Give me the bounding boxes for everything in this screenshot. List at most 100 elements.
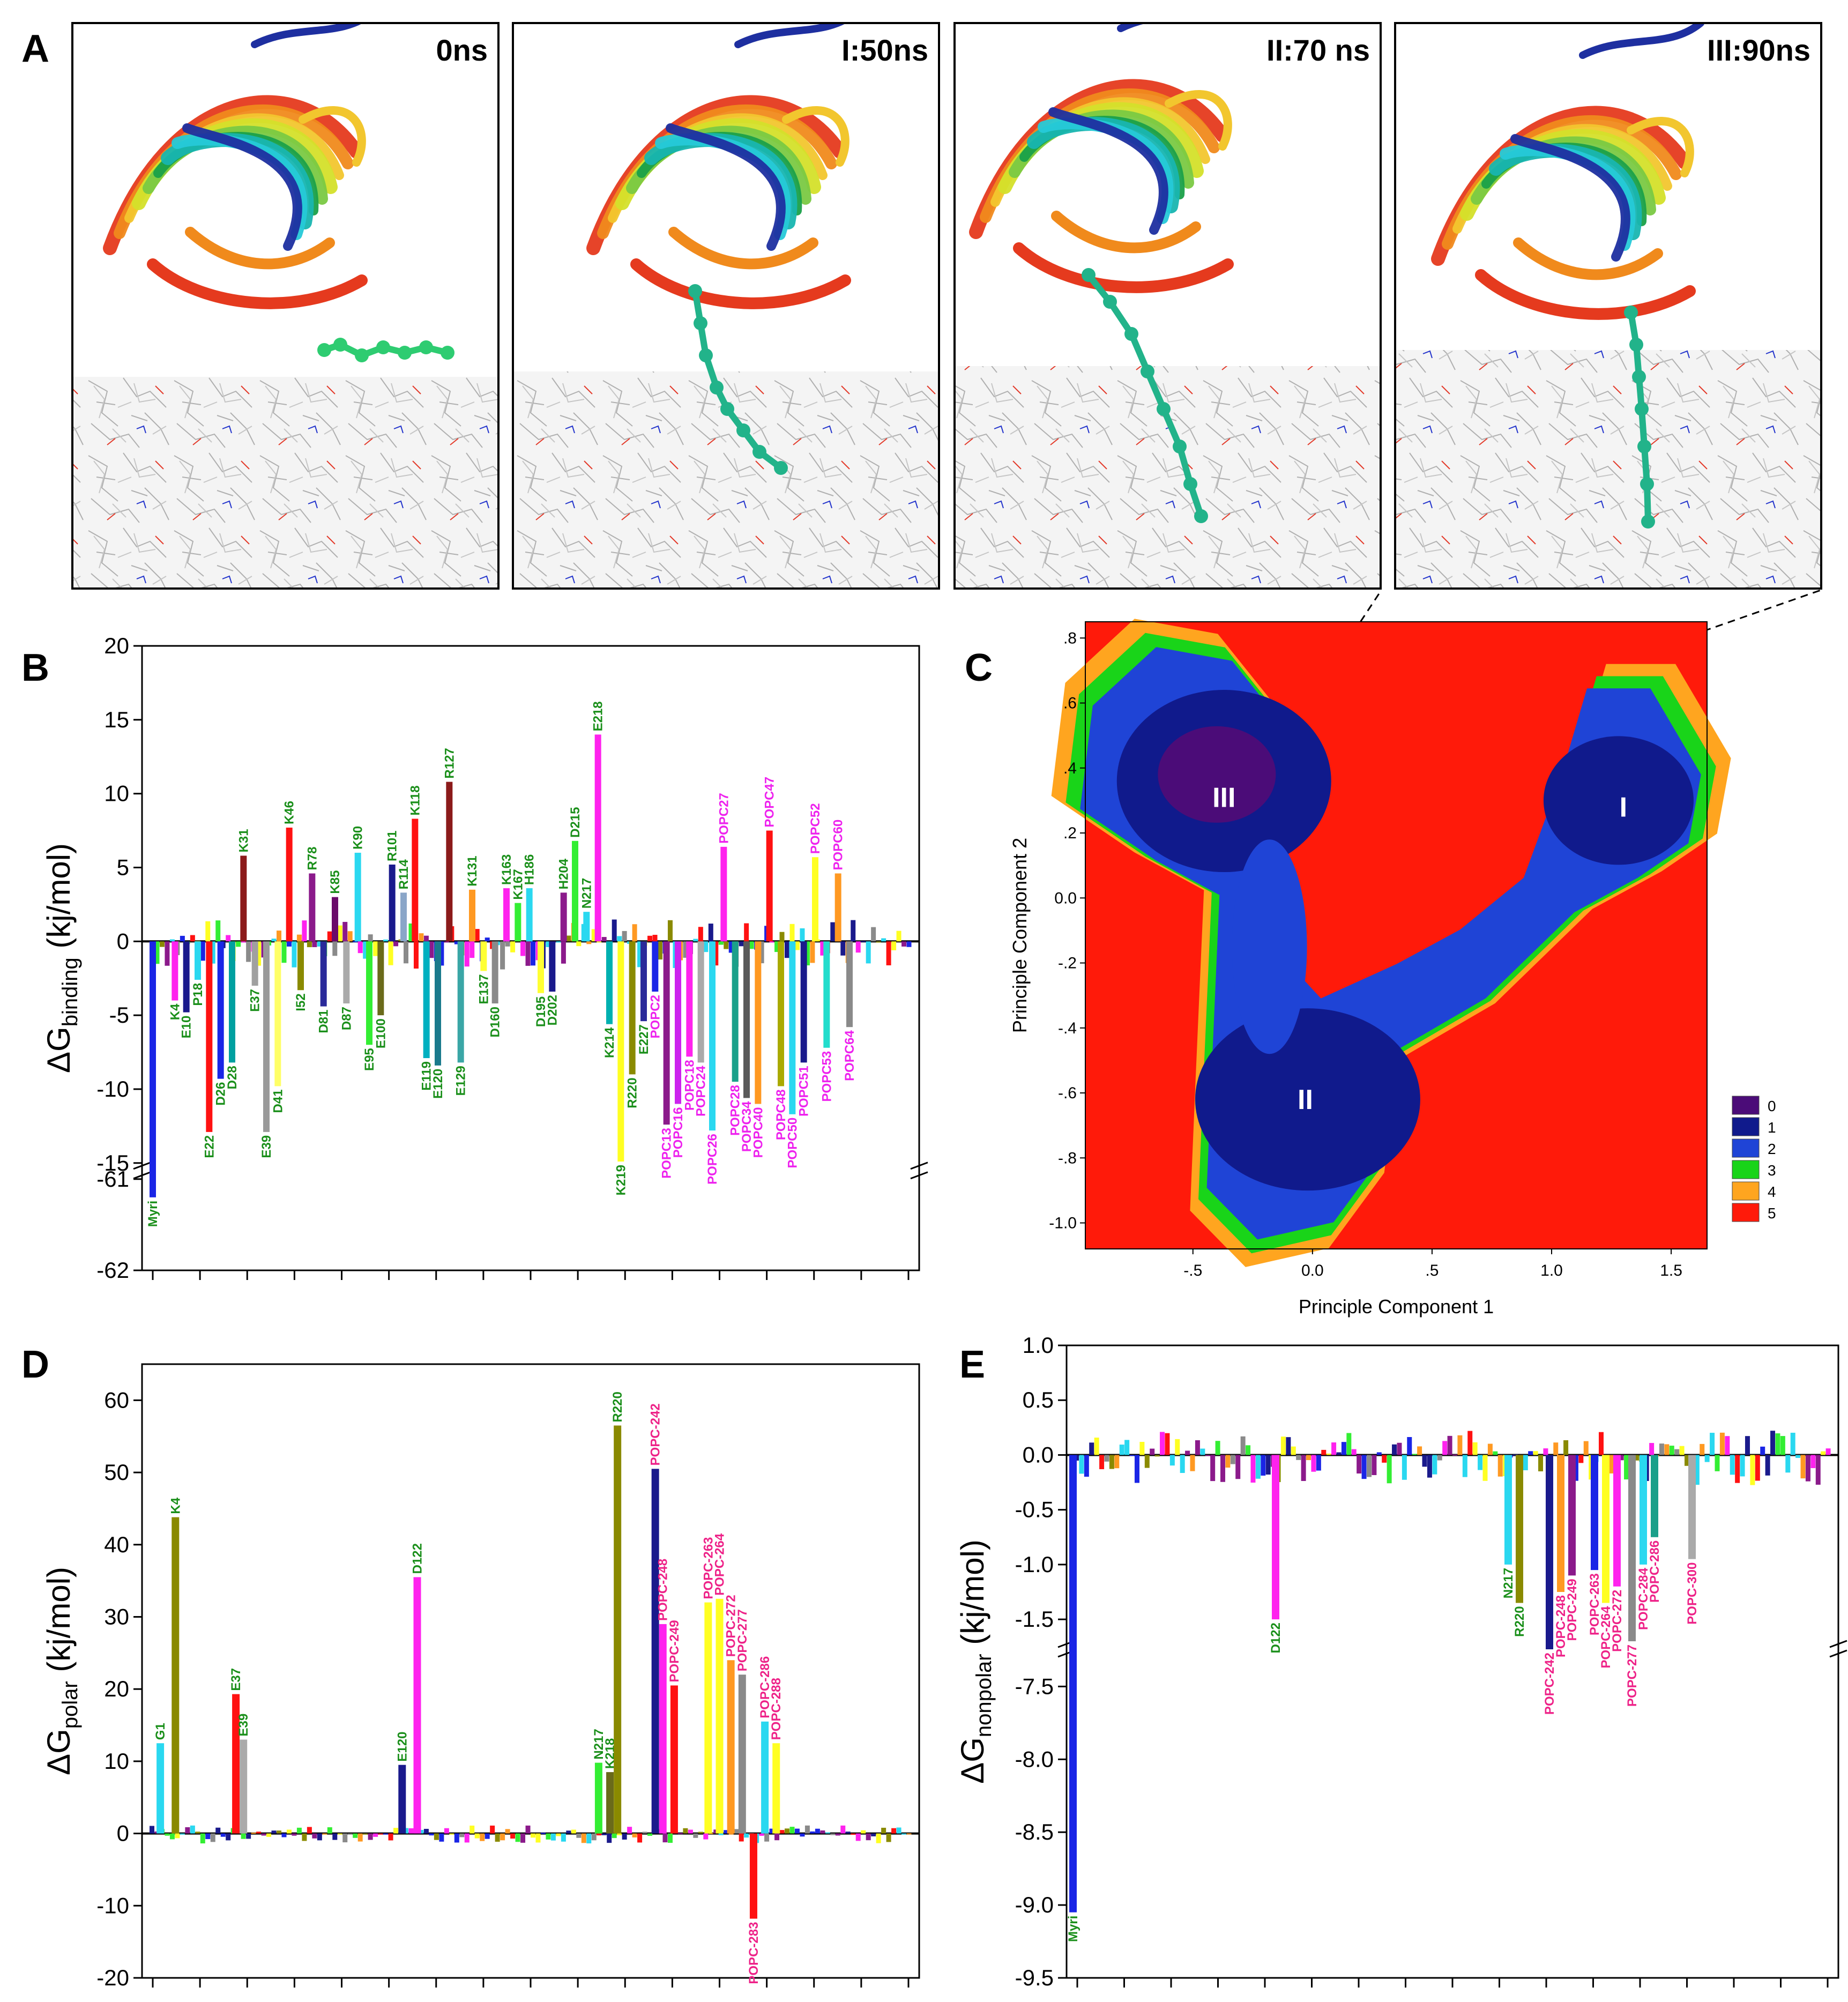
residue-minor-bar [794,1828,800,1834]
residue-minor-bar [825,1832,830,1834]
residue-minor-bar [393,1828,399,1834]
residue-minor-bar [617,936,622,942]
residue-minor-bar [591,1833,597,1841]
residue-minor-bar [876,941,881,943]
residue-bar [652,941,659,992]
snapshot-time-label: II:70 ns [1266,33,1370,67]
x-tick-label: 1.0 [1540,1262,1563,1279]
residue-minor-bar [1730,1455,1735,1475]
residue-bar [515,903,521,942]
residue-minor-bar [830,1833,836,1835]
residue-minor-bar [180,1833,185,1835]
residue-minor-bar [241,1833,246,1839]
residue-minor-bar [307,941,312,948]
residue-minor-bar [810,1831,815,1834]
panel-letter-a: A [21,27,49,70]
residue-bar [413,1577,421,1834]
residue-minor-bar [307,1827,312,1834]
residue-label: E120 [431,1069,445,1099]
residue-minor-bar [292,941,297,967]
residue-minor-bar [1664,1444,1670,1455]
residue-minor-bar [789,1827,795,1834]
residue-minor-bar [830,922,836,942]
residue-minor-bar [271,939,277,942]
residue-minor-bar [561,1833,566,1842]
residue-bar [716,1598,724,1834]
residue-minor-bar [667,1833,673,1843]
residue-label: R220 [1512,1606,1527,1636]
residue-minor-bar [1402,1455,1407,1480]
basin-channel [1232,839,1307,1054]
residue-label: POPC13 [660,1128,674,1179]
residue-minor-bar [586,941,592,944]
residue-minor-bar [683,1828,688,1834]
residue-minor-bar [1139,1441,1145,1455]
residue-label: D28 [225,1066,240,1089]
residue-minor-bar [1457,1435,1463,1455]
panel-letter-b: B [21,646,49,689]
residue-label: POPC52 [808,803,823,854]
residue-label: POPC28 [728,1085,743,1136]
residue-label: D81 [317,1010,331,1033]
y-tick-label: .6 [1063,695,1077,712]
residue-bar [263,941,270,1132]
residue-minor-bar [241,941,246,943]
residue-minor-bar [1810,1455,1816,1468]
residue-minor-bar [480,1833,485,1841]
residue-minor-bar [1760,1446,1765,1455]
residue-minor-bar [1215,1441,1220,1455]
residue-label: R220 [625,1077,640,1108]
residue-minor-bar [1669,1446,1674,1455]
residue-minor-bar [277,1830,281,1834]
residue-minor-bar [566,935,571,942]
residue-label: Myri [1066,1916,1081,1942]
residue-minor-bar [698,1832,703,1834]
residue-minor-bar [169,939,175,942]
residue-minor-bar [429,1833,434,1836]
residue-bar [743,941,750,1098]
residue-minor-bar [1089,1442,1094,1455]
residue-minor-bar [597,941,602,943]
residue-minor-bar [739,1833,744,1842]
panel-d-polar-energy-chart: 60 50 40 30 20 10 0 -10 -20 ΔGpolar (kj/mol) G1 K4 E… [41,1363,920,1990]
residue-minor-bar [1160,1432,1165,1455]
residue-label: E10 [180,1016,194,1039]
residue-minor-bar [1165,1433,1170,1455]
residue-minor-bar [1619,1455,1624,1461]
residue-minor-bar [383,1833,389,1835]
residue-minor-bar [1296,1455,1301,1460]
residue-minor-bar [1740,1455,1745,1477]
residue-minor-bar [876,1833,881,1843]
residue-minor-bar [871,927,876,942]
residue-minor-bar [718,1833,724,1835]
residue-label: E129 [454,1066,468,1096]
residue-minor-bar [312,941,317,948]
residue-minor-bar [642,1832,647,1834]
residue-bar [778,941,784,1086]
residue-label: POPC-300 [1685,1562,1700,1625]
residue-minor-bar [576,1833,582,1838]
basin-i [1543,736,1694,865]
snapshot-frame: II:70 ns [953,22,1382,590]
residue-bar [549,941,556,992]
residue-minor-bar [612,919,617,942]
residue-bar [1516,1455,1523,1603]
residue-minor-bar [1261,1455,1266,1476]
residue-minor-bar [159,941,165,947]
residue-minor-bar [256,1832,262,1834]
x-tick-label: .5 [1425,1262,1439,1279]
residue-minor-bar [906,1833,912,1835]
residue-label: K46 [282,801,297,824]
residue-minor-bar [1154,1455,1160,1457]
y-tick-label: 5 [117,854,129,880]
residue-bar [583,912,590,942]
residue-minor-bar [622,931,627,942]
residue-minor-bar [327,1827,332,1834]
residue-minor-bar [1765,1455,1770,1476]
residue-minor-bar [357,941,363,954]
residue-label: K214 [602,1027,617,1058]
residue-minor-bar [906,941,912,947]
residue-minor-bar [612,1833,617,1839]
residue-minor-bar [607,1833,612,1843]
